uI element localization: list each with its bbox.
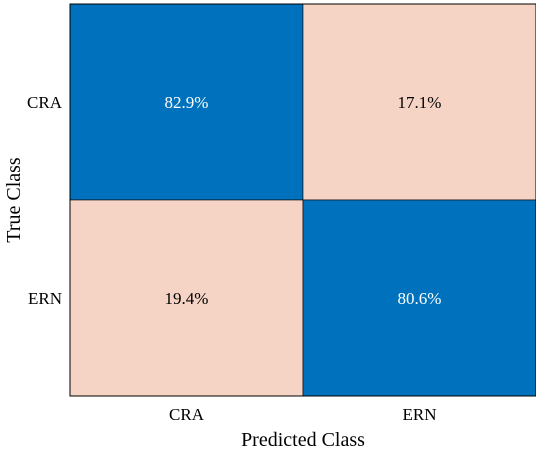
y-tick-label: ERN	[28, 289, 62, 308]
cell-labels-layer: 82.9% 17.1% 19.4% 80.6%	[165, 93, 442, 308]
cell-label-ern-cra: 19.4%	[165, 289, 209, 308]
x-tick-label: CRA	[169, 405, 205, 424]
cell-cra-cra	[69, 3, 304, 201]
matrix-frame	[69, 3, 536, 397]
y-axis-label: True Class	[3, 157, 25, 243]
cell-ern-ern	[302, 199, 536, 397]
y-tick-label: CRA	[27, 93, 63, 112]
x-tick-label: ERN	[403, 405, 437, 424]
cells-layer	[69, 3, 536, 397]
cell-cra-ern	[302, 3, 536, 201]
cell-label-ern-ern: 80.6%	[398, 289, 442, 308]
tick-labels-layer: CRA ERN CRA ERN	[27, 93, 436, 424]
cell-label-cra-ern: 17.1%	[398, 93, 442, 112]
cell-label-cra-cra: 82.9%	[165, 93, 209, 112]
x-axis-label: Predicted Class	[241, 429, 365, 451]
